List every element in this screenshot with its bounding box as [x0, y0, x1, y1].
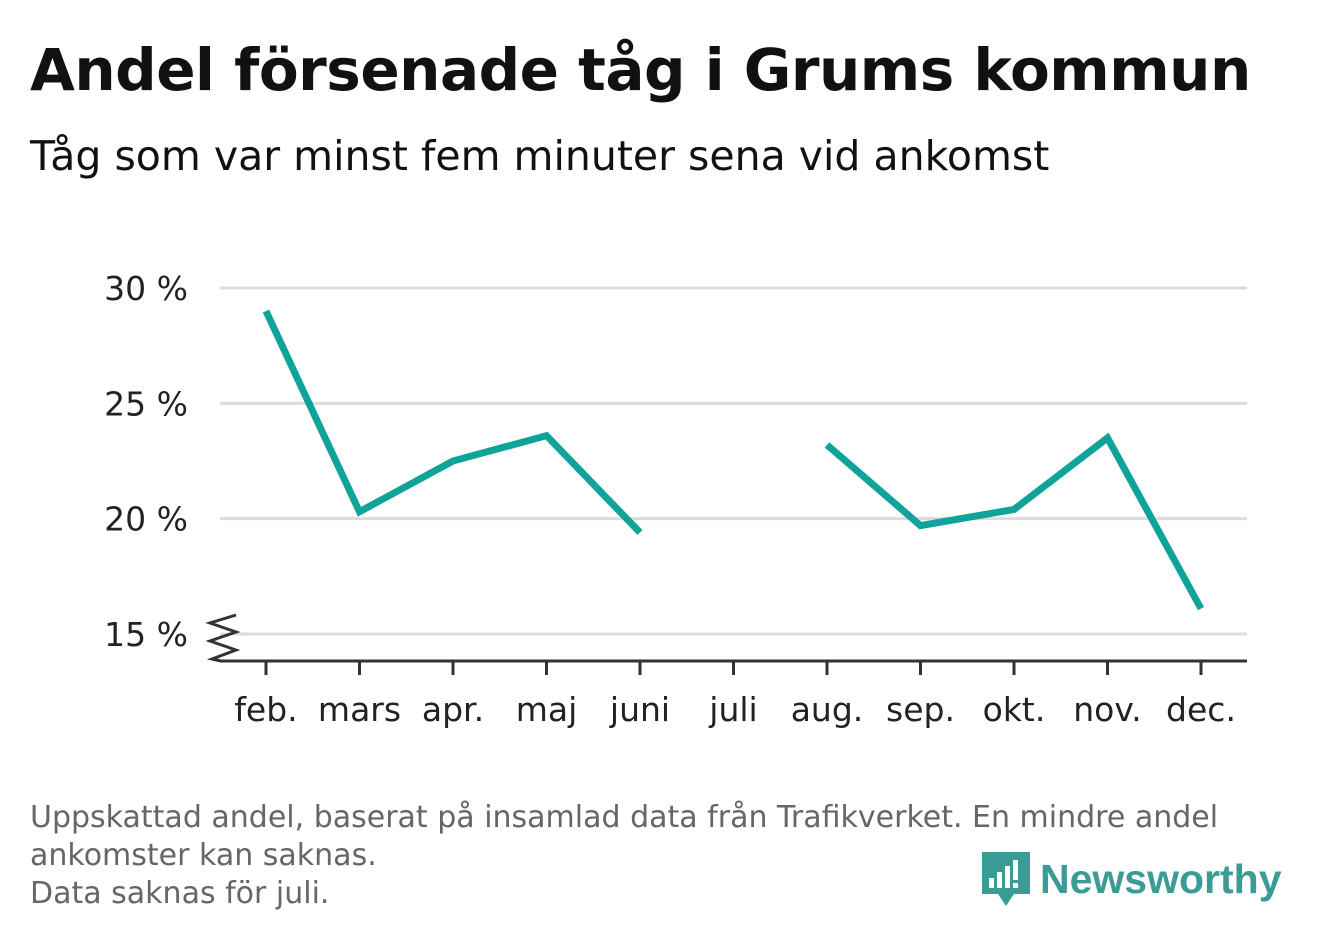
newsworthy-logo-icon [982, 852, 1030, 906]
x-tick-label: sep. [886, 690, 955, 729]
x-tick-label: dec. [1166, 690, 1236, 729]
series-line-segment [824, 432, 1205, 611]
axis-break-symbol [205, 613, 241, 663]
x-ticks [264, 661, 1203, 675]
x-tick-label: mars [318, 690, 401, 729]
series-line-segment [262, 309, 643, 535]
chart-subtitle: Tåg som var minst fem minuter sena vid a… [30, 132, 1050, 180]
y-tick-label: 15 % [104, 615, 188, 654]
gridlines [220, 286, 1247, 636]
x-axis [205, 613, 1247, 663]
x-tick-label: okt. [983, 690, 1046, 729]
brand-logo: Newsworthy [980, 848, 1282, 910]
x-tick-label: juni [609, 690, 670, 729]
footnote: Uppskattad andel, baserat på insamlad da… [30, 799, 1300, 913]
y-tick-label: 30 % [104, 269, 188, 308]
footnote-line-2: ankomster kan saknas. [30, 838, 377, 873]
x-tick-label: maj [516, 690, 578, 729]
x-tick-label: juli [708, 690, 757, 729]
series-lines [262, 309, 1205, 611]
y-tick-labels: 15 % 20 % 25 % 30 % [104, 269, 188, 654]
x-tick-label: nov. [1073, 690, 1142, 729]
x-tick-label: apr. [422, 690, 484, 729]
x-tick-label: aug. [791, 690, 864, 729]
y-tick-label: 25 % [104, 384, 188, 423]
footnote-line-1: Uppskattad andel, baserat på insamlad da… [30, 800, 1219, 835]
y-tick-label: 20 % [104, 500, 188, 539]
line-chart: 15 % 20 % 25 % 30 % feb. mars apr. maj juni juli… [104, 269, 1247, 729]
x-tick-labels: feb. mars apr. maj juni juli aug. sep. okt. nov. d… [234, 690, 1236, 729]
x-tick-label: feb. [234, 690, 297, 729]
chart-title: Andel försenade tåg i Grums kommun [30, 36, 1251, 104]
footnote-line-3: Data saknas för juli. [30, 876, 330, 911]
brand-name: Newsworthy [1040, 855, 1282, 902]
